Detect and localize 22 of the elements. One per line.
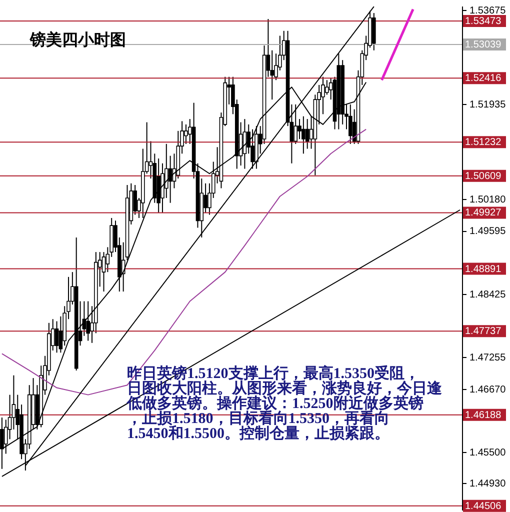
ref-line-label: 1.53039 bbox=[465, 39, 502, 50]
ref-line-label: 1.47737 bbox=[465, 326, 502, 338]
y-tick-label: 1.49595 bbox=[470, 226, 506, 238]
y-tick-label: 1.44930 bbox=[470, 478, 506, 490]
y-tick-label: 1.50180 bbox=[470, 194, 506, 206]
ref-line-label: 1.48891 bbox=[465, 264, 502, 275]
ref-line-label: 1.51232 bbox=[465, 137, 502, 148]
y-tick-label: 1.48425 bbox=[470, 289, 506, 300]
ref-line-label: 1.46188 bbox=[465, 410, 502, 421]
ref-line-label: 1.44506 bbox=[465, 500, 502, 512]
annotation: 1.5450和1.5500。控制仓量，止损紧跟。 bbox=[127, 425, 390, 442]
text: 镑美四小时图 bbox=[29, 30, 126, 49]
y-tick-label: 1.45500 bbox=[470, 448, 506, 459]
y-tick-label: 1.53675 bbox=[470, 6, 506, 17]
ref-line-label: 1.52416 bbox=[465, 73, 502, 84]
y-tick-label: 1.51935 bbox=[470, 100, 506, 111]
ref-line-label: 1.53473 bbox=[465, 16, 502, 27]
ref-line-label: 1.50609 bbox=[465, 170, 502, 182]
y-tick-label: 1.46670 bbox=[470, 384, 506, 396]
annotation: 低做多英镑。操作建议：1.5250附近做多英镑 bbox=[126, 394, 424, 412]
ref-line-label: 1.49927 bbox=[465, 208, 502, 219]
y-tick-label: 1.47255 bbox=[470, 352, 506, 364]
